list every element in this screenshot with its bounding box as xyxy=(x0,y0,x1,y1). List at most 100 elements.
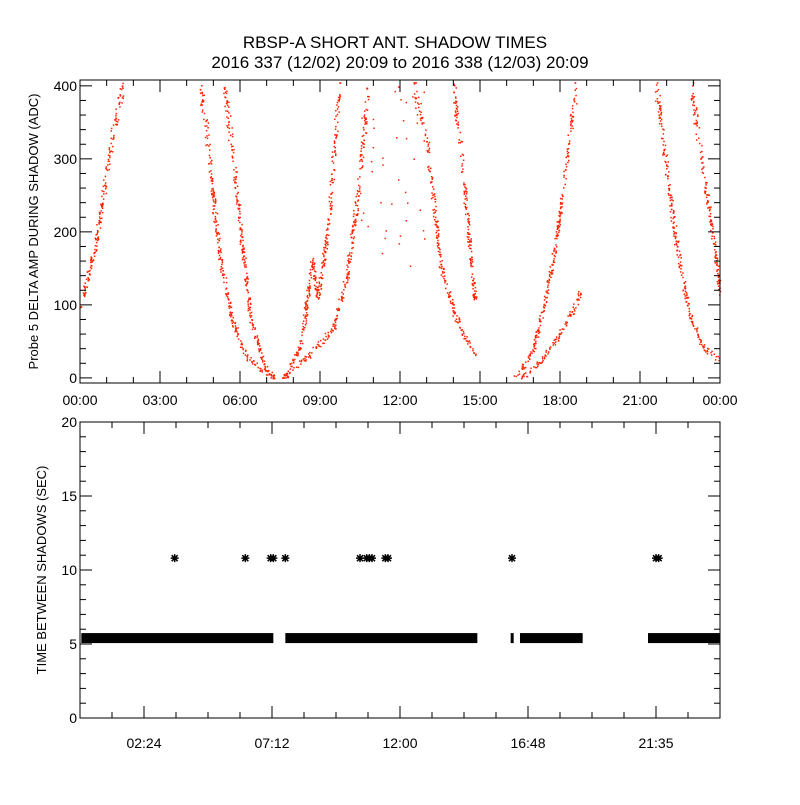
data-point xyxy=(98,211,101,214)
data-point xyxy=(658,102,660,104)
data-point xyxy=(338,99,340,101)
data-point xyxy=(439,251,441,254)
data-point xyxy=(121,102,123,104)
data-point xyxy=(521,363,524,366)
data-point xyxy=(356,193,359,195)
data-point xyxy=(659,116,661,118)
data-point xyxy=(436,242,439,244)
data-point xyxy=(534,335,537,338)
data-point xyxy=(449,300,452,302)
data-point xyxy=(469,345,471,348)
data-point xyxy=(234,322,237,324)
data-point xyxy=(226,90,228,93)
data-point xyxy=(328,219,330,222)
data-point xyxy=(364,119,366,122)
data-point xyxy=(293,362,295,364)
data-point xyxy=(696,125,698,127)
data-point xyxy=(335,134,337,136)
data-point xyxy=(553,261,556,264)
data-point xyxy=(214,221,216,224)
data-point xyxy=(249,297,251,300)
data-point xyxy=(102,185,105,188)
data-point xyxy=(246,289,249,292)
data-point xyxy=(243,248,245,250)
data-point xyxy=(381,252,384,255)
data-point xyxy=(685,297,688,299)
data-point xyxy=(101,217,103,220)
data-point xyxy=(222,270,225,272)
data-point xyxy=(254,335,256,338)
outlier-asterisk xyxy=(356,554,364,563)
data-point xyxy=(212,212,214,215)
data-point xyxy=(573,97,576,100)
data-point xyxy=(341,300,344,302)
data-point xyxy=(242,348,244,351)
data-point xyxy=(675,242,678,245)
data-point xyxy=(237,191,239,194)
data-point xyxy=(236,199,238,202)
data-point xyxy=(468,247,471,249)
data-point xyxy=(254,363,256,366)
data-point xyxy=(334,147,337,149)
data-point xyxy=(474,293,476,295)
data-point xyxy=(517,374,519,376)
data-point xyxy=(313,268,315,270)
data-point xyxy=(433,219,436,221)
data-point xyxy=(455,100,457,103)
data-point xyxy=(229,311,232,313)
data-point xyxy=(348,277,350,279)
data-point xyxy=(661,137,663,140)
data-point xyxy=(298,349,300,352)
data-point xyxy=(563,174,565,177)
data-point xyxy=(551,253,554,255)
data-point xyxy=(241,258,244,261)
data-point xyxy=(546,291,548,294)
data-point xyxy=(234,178,237,180)
data-point xyxy=(110,150,113,152)
data-point xyxy=(655,100,657,102)
data-point xyxy=(415,97,418,99)
data-point xyxy=(557,220,560,223)
data-point xyxy=(228,305,231,307)
data-point xyxy=(103,179,105,181)
data-point xyxy=(272,375,274,377)
data-point xyxy=(325,258,327,261)
data-point xyxy=(333,140,336,142)
data-point xyxy=(679,264,681,266)
data-point xyxy=(360,159,362,161)
data-point xyxy=(468,214,470,217)
data-point xyxy=(670,208,673,211)
data-point xyxy=(300,363,302,365)
data-point xyxy=(436,237,438,239)
data-point xyxy=(231,133,234,135)
data-point xyxy=(559,214,562,216)
data-point xyxy=(544,354,546,356)
data-point xyxy=(658,108,661,110)
data-point xyxy=(468,244,471,246)
data-point xyxy=(238,208,240,211)
data-point xyxy=(558,335,561,338)
data-point xyxy=(302,322,304,325)
data-point xyxy=(348,258,350,260)
data-point xyxy=(692,93,694,95)
data-point xyxy=(464,205,466,208)
data-point xyxy=(338,309,340,312)
data-point xyxy=(534,366,537,369)
data-point xyxy=(236,185,239,187)
data-point xyxy=(85,278,88,280)
data-point xyxy=(305,312,308,314)
data-point xyxy=(312,266,314,269)
data-point xyxy=(466,191,468,193)
data-point xyxy=(338,298,340,301)
data-point xyxy=(418,96,420,99)
data-point xyxy=(320,284,322,286)
data-point xyxy=(546,296,548,299)
data-point xyxy=(432,188,435,190)
data-point xyxy=(246,282,249,284)
data-point xyxy=(300,348,302,350)
data-point xyxy=(534,342,536,345)
data-point xyxy=(239,204,242,206)
data-point xyxy=(449,302,452,304)
data-point xyxy=(115,118,118,120)
data-point xyxy=(349,261,352,263)
